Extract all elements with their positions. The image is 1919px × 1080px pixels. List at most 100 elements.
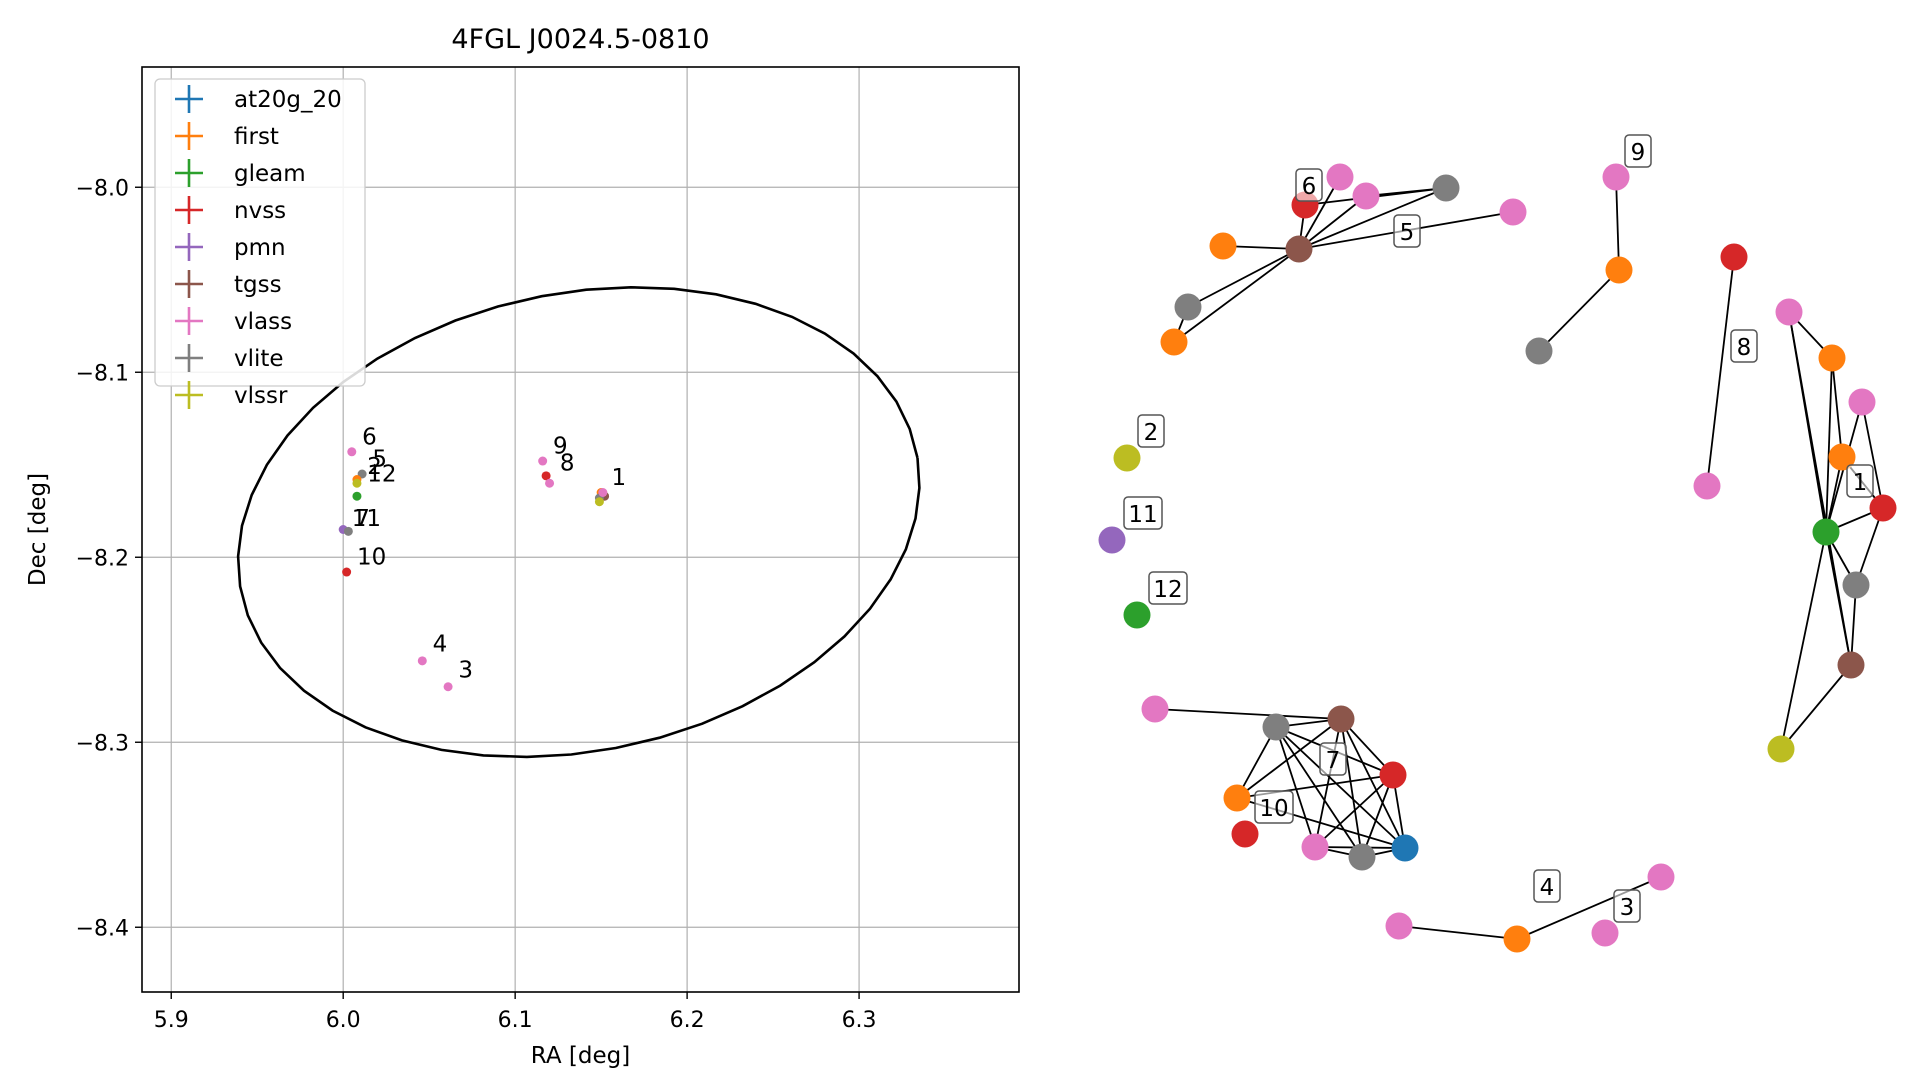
- graph-node: [1209, 232, 1237, 260]
- data-point: [594, 497, 604, 507]
- group-label-box: [1846, 464, 1874, 498]
- graph-edge: [1298, 195, 1367, 250]
- graph-edge: [1831, 357, 1843, 458]
- data-point: [342, 567, 352, 577]
- point-annotation: 6: [362, 424, 377, 450]
- graph-edge: [1861, 401, 1884, 509]
- group-label: 3: [1613, 889, 1641, 923]
- legend-item: pmn: [175, 233, 286, 261]
- x-tick-label: 5.9: [154, 1008, 189, 1033]
- graph-edge: [1398, 925, 1518, 940]
- graph-edge: [1855, 507, 1884, 586]
- group-label-text: 4: [1540, 875, 1555, 901]
- graph-node: [1432, 174, 1460, 202]
- graph-node: [1231, 820, 1259, 848]
- group-label-box: [1319, 742, 1347, 776]
- data-point: [352, 491, 362, 501]
- group-label-text: 8: [1737, 335, 1752, 361]
- point-annotation: 3: [458, 658, 473, 684]
- point-annotation: 1: [611, 465, 626, 491]
- legend-item: vlass: [175, 307, 292, 335]
- graph-edge: [1706, 256, 1735, 487]
- graph-edge: [1361, 774, 1394, 858]
- graph-node: [1812, 518, 1840, 546]
- graph-edge: [1340, 718, 1406, 849]
- group-label: 10: [1254, 790, 1294, 824]
- graph-node: [1098, 526, 1126, 554]
- y-tick-label: −8.4: [76, 916, 129, 941]
- graph-node: [1775, 298, 1803, 326]
- legend-label: vlite: [234, 346, 284, 372]
- graph-edge: [1298, 187, 1447, 250]
- data-point: [343, 526, 353, 536]
- group-label: 6: [1295, 168, 1323, 202]
- legend-label: vlass: [234, 309, 292, 335]
- legend-label: nvss: [234, 198, 286, 224]
- graph-node: [1123, 601, 1151, 629]
- group-label-text: 11: [1128, 502, 1157, 528]
- data-point: [545, 478, 555, 488]
- x-tick-label: 6.1: [498, 1008, 533, 1033]
- point-annotation: 7: [355, 506, 370, 532]
- y-axis-label: Dec [deg]: [25, 473, 51, 586]
- graph-node: [1767, 735, 1795, 763]
- data-point: [538, 456, 548, 466]
- group-label-box: [1254, 790, 1294, 824]
- point-annotation: 9: [553, 434, 568, 460]
- graph-node: [1693, 472, 1721, 500]
- group-label-box: [1295, 168, 1323, 202]
- chart-title: 4FGL J0024.5-0810: [451, 24, 709, 55]
- graph-edge: [1780, 664, 1852, 750]
- group-label-text: 5: [1400, 220, 1415, 246]
- x-tick-label: 6.0: [326, 1008, 361, 1033]
- group-label: 1: [1846, 464, 1874, 498]
- group-label-box: [1624, 134, 1652, 168]
- graph-edge: [1236, 718, 1342, 799]
- point-annotation: 5: [372, 447, 387, 473]
- legend-label: tgss: [234, 272, 282, 298]
- legend-item: gleam: [175, 159, 306, 187]
- group-label-text: 3: [1620, 895, 1635, 921]
- y-tick-label: −8.2: [76, 546, 129, 571]
- graph-node: [1828, 443, 1856, 471]
- graph-node: [1818, 344, 1846, 372]
- graph-node: [1720, 243, 1748, 271]
- graph-edge: [1314, 718, 1342, 848]
- data-point: [541, 471, 551, 481]
- group-label-box: [1393, 214, 1421, 248]
- graph-node: [1285, 235, 1313, 263]
- graph-node: [1391, 834, 1419, 862]
- graph-node: [1348, 843, 1376, 871]
- graph-node: [1160, 328, 1188, 356]
- graph-edge: [1615, 176, 1620, 271]
- graph-node: [1525, 337, 1553, 365]
- graph-node: [1301, 833, 1329, 861]
- legend-item: at20g_20: [175, 85, 342, 113]
- group-label: 4: [1533, 869, 1561, 903]
- graph-edge: [1187, 248, 1300, 308]
- graph-edge: [1236, 726, 1277, 799]
- legend-box: [154, 78, 366, 387]
- group-label: 9: [1624, 134, 1652, 168]
- point-annotation: 4: [433, 632, 448, 658]
- data-point: [347, 447, 357, 457]
- group-label-box: [1730, 329, 1758, 363]
- group-label-box: [1137, 414, 1165, 448]
- y-tick-label: −8.1: [76, 361, 129, 386]
- group-label: 7: [1319, 742, 1347, 776]
- graph-node: [1385, 912, 1413, 940]
- group-label-box: [1613, 889, 1641, 923]
- legend-label: gleam: [234, 161, 306, 187]
- graph-edge: [1275, 726, 1406, 849]
- x-tick-label: 6.3: [842, 1008, 877, 1033]
- y-tick-label: −8.3: [76, 731, 129, 756]
- legend-item: vlite: [175, 344, 284, 372]
- graph-node: [1647, 863, 1675, 891]
- group-label-text: 12: [1153, 577, 1182, 603]
- point-annotation: 12: [367, 461, 396, 487]
- group-label-box: [1533, 869, 1561, 903]
- graph-node: [1352, 182, 1380, 210]
